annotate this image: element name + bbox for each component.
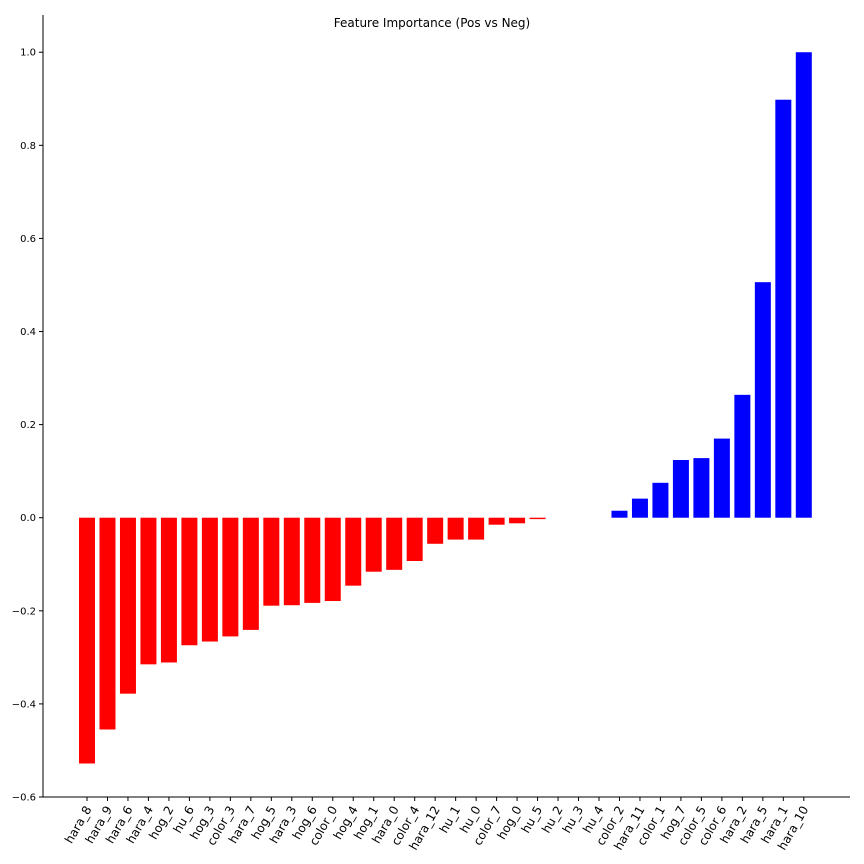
bar-color_4 [406,517,423,561]
bar-hog_6 [304,517,321,603]
bar-hog_0 [509,517,526,524]
x-axis: hara_8hara_9hara_6hara_4hog_2hu_6hog_3co… [43,796,850,853]
bar-hara_10 [795,52,812,518]
y-tick-label: −0.2 [12,606,36,617]
bar-hog_5 [263,517,280,606]
bar-hara_9 [99,517,116,730]
bar-hara_8 [79,517,95,764]
bar-hog_4 [345,517,362,586]
bars-group [79,52,812,764]
bar-hu_0 [468,517,485,540]
y-tick-label: −0.4 [12,699,36,710]
y-tick-label: 0.2 [20,420,36,431]
bar-color_1 [652,482,669,518]
bar-color_5 [693,458,710,518]
bar-color_2 [611,510,628,518]
bar-color_0 [324,517,341,602]
bar-hara_7 [242,517,259,630]
bar-hara_5 [754,282,771,518]
y-tick-label: 0.0 [20,513,36,524]
bar-hog_3 [201,517,218,642]
y-tick-label: −0.6 [12,793,36,804]
bar-hara_0 [386,517,403,570]
y-tick-label: 0.6 [20,234,36,245]
bar-hara_3 [283,517,300,606]
bar-hara_2 [734,394,751,518]
bar-hu_5 [529,517,546,520]
bar-hara_1 [775,99,792,518]
bar-hara_11 [631,498,648,518]
bar-color_3 [222,517,239,637]
chart-title: Feature Importance (Pos vs Neg) [334,16,530,30]
bar-hu_6 [181,517,198,646]
y-axis: −0.6 −0.4 −0.2 0.0 0.2 0.4 0.6 0.8 1.0 [12,15,44,804]
bar-hara_12 [427,517,444,544]
bar-hara_6 [119,517,136,694]
y-tick-label: 0.4 [20,327,36,338]
bar-hog_2 [160,517,177,663]
y-tick-label: 0.8 [20,141,36,152]
bar-hog_7 [672,460,689,518]
bar-color_7 [488,517,505,525]
y-tick-label: 1.0 [20,48,36,59]
bar-hara_4 [140,517,157,665]
bar-hog_1 [365,517,382,572]
bar-color_6 [713,438,730,518]
bar-hu_1 [447,517,464,540]
